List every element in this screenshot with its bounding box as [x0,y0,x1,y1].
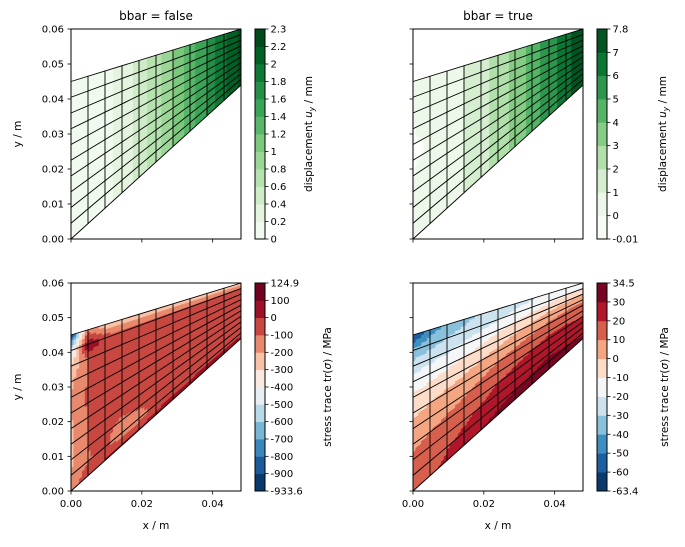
colorbar-tick-label: 1.8 [271,77,287,88]
colorbar-tick-label: 1.2 [271,130,287,141]
y-axis-ticks: 0.00 0.01 0.02 0.03 0.04 0.05 0.06 [42,25,71,246]
colorbar-band [255,29,265,47]
colorbar-band [255,169,265,187]
colorbar-label-part: displacement [303,118,315,192]
y-tick-label: 0.06 [42,25,64,36]
colorbar-band [255,204,265,222]
x-axis-ticks [70,239,214,243]
colorbar: 0 0.2 0.4 0.6 0.8 1 1.2 1.4 1.6 1.8 2 2.2 2.3 displac… [254,25,317,246]
colorbar-band [255,81,265,100]
colorbar-label-part: / mm [303,76,315,107]
panel-displacement-bbar-true: bbar = true-0.01012345677.8displacement … [409,9,671,246]
colorbar-band [255,151,265,170]
colorbar-band [255,186,265,205]
colorbar-tick-label: 1.4 [271,112,287,123]
colorbar-band [255,99,265,117]
panel-displacement-bbar-false: 0.00 0.01 0.02 0.03 0.04 0.05 0.06 bbar = false… [12,9,317,246]
colorbar-tick-label: 1.6 [271,95,287,106]
colorbar-tick-label: 0.2 [271,217,287,228]
y-tick-label: 0.03 [42,130,64,141]
colorbar-band [255,116,265,135]
colorbar-tick-label: 2 [271,60,277,71]
colorbar-tick-label: 0.8 [271,165,287,176]
colorbar-band [255,134,265,152]
colorbar-band [255,221,265,240]
colorbar-tick-label: 0 [271,235,277,246]
colorbar-band [255,64,265,82]
contour-fill [70,28,242,240]
y-axis-label: y / m [12,121,24,148]
y-tick-label: 0.04 [42,95,64,106]
y-tick-label: 0.01 [42,200,64,211]
y-tick-label: 0.02 [42,165,64,176]
y-tick-label: 0.00 [42,235,64,246]
colorbar-tick-label: 1 [271,147,277,158]
colorbar-tick-label: 2.2 [271,42,287,53]
colorbar-band [255,46,265,65]
colorbar-tick-label: 2.3 [271,25,287,36]
colorbar-tick-label: 0.4 [271,200,287,211]
colorbar-tick-label: 0.6 [271,182,287,193]
subplot-title: bbar = false [119,9,193,23]
y-tick-label: 0.05 [42,60,64,71]
colorbar-axis-label: displacement uy / mm [303,76,317,192]
